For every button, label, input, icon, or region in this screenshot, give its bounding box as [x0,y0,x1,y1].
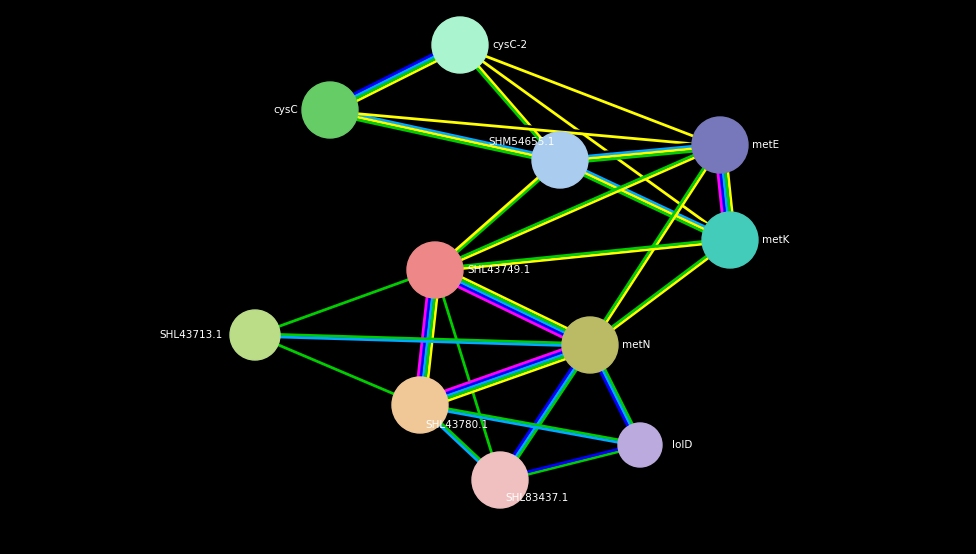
Text: SHM54655.1: SHM54655.1 [489,137,555,147]
Circle shape [472,452,528,508]
Text: SHL43749.1: SHL43749.1 [467,265,530,275]
Circle shape [392,377,448,433]
Circle shape [302,82,358,138]
Text: metE: metE [752,140,779,150]
Circle shape [432,17,488,73]
Circle shape [618,423,662,467]
Circle shape [532,132,588,188]
Text: lolD: lolD [672,440,692,450]
Circle shape [230,310,280,360]
Text: metK: metK [762,235,790,245]
Text: metN: metN [622,340,650,350]
Text: SHL43780.1: SHL43780.1 [425,420,488,430]
Text: cysC-2: cysC-2 [492,40,527,50]
Circle shape [702,212,758,268]
Circle shape [407,242,463,298]
Circle shape [692,117,748,173]
Text: SHL83437.1: SHL83437.1 [505,493,568,503]
Text: cysC: cysC [273,105,298,115]
Circle shape [562,317,618,373]
Text: SHL43713.1: SHL43713.1 [160,330,223,340]
